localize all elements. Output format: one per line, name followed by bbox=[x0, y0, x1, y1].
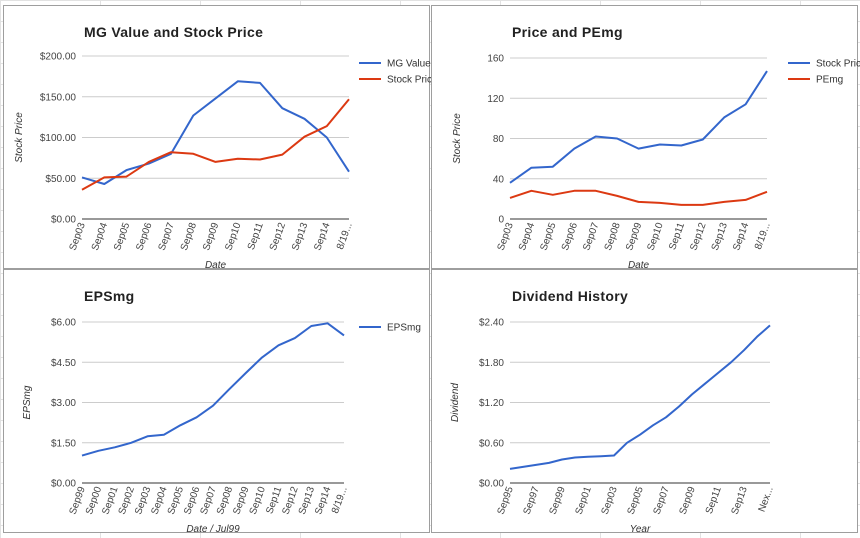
x-tick-label: Sep14 bbox=[312, 221, 332, 252]
x-tick-label: Sep04 bbox=[517, 221, 537, 252]
chart-panel-epsmg[interactable]: EPSmg $6.00 $4.50 $3.00 $1.50 $0.00 Sep99 Sep00… bbox=[3, 269, 430, 535]
legend-label: PEmg bbox=[816, 75, 843, 86]
y-tick-label: 0 bbox=[498, 215, 504, 226]
x-axis-title: Date bbox=[628, 260, 650, 271]
x-tick-label: Sep11 bbox=[667, 221, 687, 252]
x-tick-label: Nex... bbox=[757, 485, 776, 513]
series-line-mg-value bbox=[81, 80, 350, 185]
chart-panel-mg-value[interactable]: MG Value and Stock Price $200.00 $150.00 $1… bbox=[3, 5, 432, 271]
y-tick-label: 160 bbox=[487, 54, 504, 65]
y-tick-label: $6.00 bbox=[51, 318, 76, 329]
x-tick-label: Sep97 bbox=[522, 485, 542, 516]
chart-title: Price and PEmg bbox=[512, 24, 623, 40]
x-tick-label: Sep09 bbox=[678, 485, 698, 516]
x-tick-label: Sep07 bbox=[581, 221, 601, 252]
chart-mg-value-stock-price: MG Value and Stock Price $200.00 $150.00 $1… bbox=[14, 24, 432, 271]
legend-label: MG Value bbox=[387, 59, 431, 70]
legend-label: Stock Pric bbox=[387, 75, 432, 86]
y-tick-label: $2.40 bbox=[479, 318, 504, 329]
x-axis-title: Date bbox=[205, 260, 227, 271]
x-axis-title: Year bbox=[630, 524, 651, 535]
y-tick-label: $200.00 bbox=[40, 52, 77, 63]
x-tick-label: Sep04 bbox=[90, 221, 110, 252]
x-tick-label: Sep08 bbox=[603, 221, 623, 252]
chart-panel-price-pemg[interactable]: Price and PEmg 160 120 80 40 0 Sep03 Sep04 Sep05… bbox=[431, 5, 860, 271]
x-tick-label: Sep99 bbox=[548, 485, 568, 516]
x-tick-label: Sep12 bbox=[688, 221, 708, 252]
x-tick-label: Sep03 bbox=[496, 221, 516, 252]
y-axis-title: Dividend bbox=[450, 383, 461, 422]
chart-epsmg: EPSmg$6.00$4.50$3.00$1.50$0.00Sep99Sep00… bbox=[22, 288, 421, 535]
y-tick-label: 80 bbox=[493, 134, 505, 145]
x-tick-label: Sep13 bbox=[730, 485, 750, 516]
series-line-epsmg bbox=[81, 322, 345, 457]
y-tick-label: $1.20 bbox=[479, 398, 504, 409]
chart-panel-dividend-history[interactable]: Dividend History $2.40 $1.80 $1.20 $0.60 $0.0… bbox=[431, 269, 858, 535]
chart-dividend-history: Dividend History $2.40 $1.80 $1.20 $0.60 $0.0… bbox=[450, 288, 776, 535]
chart-title: MG Value and Stock Price bbox=[84, 24, 263, 40]
y-tick-label: 40 bbox=[493, 174, 505, 185]
y-tick-label: $0.00 bbox=[51, 479, 76, 490]
x-tick-label: Sep05 bbox=[112, 221, 132, 252]
y-axis-title: EPSmg bbox=[22, 385, 33, 419]
x-tick-label: Sep06 bbox=[560, 221, 580, 252]
x-tick-label: Sep08 bbox=[179, 221, 199, 252]
y-tick-label: $0.00 bbox=[479, 479, 504, 490]
legend-label: Stock Pric bbox=[816, 59, 860, 70]
y-tick-label: $50.00 bbox=[45, 174, 76, 185]
x-tick-label: 8/19... bbox=[335, 221, 355, 251]
series-line-stock-pric bbox=[509, 70, 768, 184]
legend-label: EPSmg bbox=[387, 323, 421, 334]
x-tick-label: Sep01 bbox=[574, 485, 594, 516]
x-tick-label: Sep11 bbox=[246, 221, 266, 252]
x-tick-label: Sep07 bbox=[652, 485, 672, 516]
y-tick-label: $0.60 bbox=[479, 438, 504, 449]
chart-title: EPSmg bbox=[84, 288, 135, 304]
x-tick-label: Sep13 bbox=[710, 221, 730, 252]
x-tick-label: Sep03 bbox=[600, 485, 620, 516]
x-axis-title: Date / Jul99 bbox=[186, 524, 240, 535]
x-tick-label: Sep09 bbox=[624, 221, 644, 252]
x-tick-label: Sep14 bbox=[731, 221, 751, 252]
series-line-pemg bbox=[509, 189, 768, 206]
y-tick-label: $4.50 bbox=[51, 358, 76, 369]
x-tick-label: Sep12 bbox=[268, 221, 288, 252]
series-line-series-0 bbox=[509, 324, 771, 470]
x-tick-label: Sep95 bbox=[496, 485, 516, 516]
y-tick-label: 120 bbox=[487, 94, 504, 105]
x-tick-label: 8/19... bbox=[753, 221, 773, 251]
x-tick-label: Sep05 bbox=[626, 485, 646, 516]
y-tick-label: $1.80 bbox=[479, 358, 504, 369]
x-tick-label: Sep10 bbox=[223, 221, 243, 252]
x-tick-label: Sep07 bbox=[157, 221, 177, 252]
y-axis-title: Stock Price bbox=[452, 113, 463, 164]
y-tick-label: $150.00 bbox=[40, 92, 77, 103]
y-tick-label: $0.00 bbox=[51, 215, 76, 226]
y-tick-label: $3.00 bbox=[51, 398, 76, 409]
x-tick-label: Sep09 bbox=[201, 221, 221, 252]
y-tick-label: $100.00 bbox=[40, 133, 77, 144]
y-tick-label: $1.50 bbox=[51, 438, 76, 449]
x-tick-label: Sep10 bbox=[646, 221, 666, 252]
x-tick-label: Sep05 bbox=[538, 221, 558, 252]
x-tick-label: Sep11 bbox=[704, 485, 724, 516]
x-tick-label: Sep13 bbox=[290, 221, 310, 252]
series-line-stock-pric bbox=[81, 98, 350, 191]
x-tick-label: Sep03 bbox=[68, 221, 88, 252]
y-axis-title: Stock Price bbox=[14, 112, 25, 163]
chart-title: Dividend History bbox=[512, 288, 628, 304]
x-tick-label: Sep06 bbox=[134, 221, 154, 252]
